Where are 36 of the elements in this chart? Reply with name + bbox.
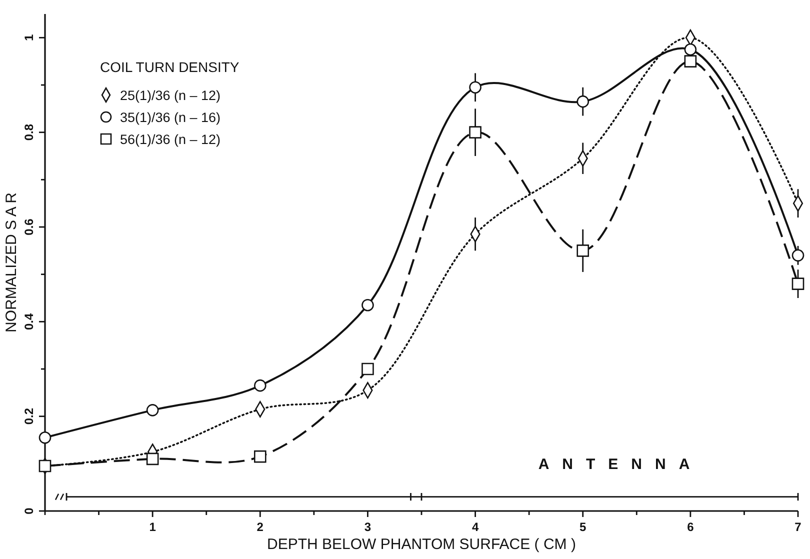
point: [469, 126, 482, 138]
point: [38, 431, 52, 444]
point: [792, 249, 804, 262]
point: [469, 81, 482, 94]
x-tick-label: 3: [364, 520, 372, 534]
x-tick-label: 5: [580, 520, 587, 534]
y-tick-label: 0: [22, 507, 36, 514]
x-tick-label: 6: [687, 520, 694, 534]
y-tick-label: 0.4: [22, 313, 36, 330]
y-tick-label: 0.8: [22, 124, 36, 141]
point: [684, 55, 697, 68]
x-tick-label: 7: [794, 520, 802, 534]
point: [254, 379, 266, 392]
point: [576, 244, 590, 257]
y-axis-title: NORMALIZED S A R: [3, 192, 20, 333]
legend-label: 25(1)/36 (n ‒ 12): [120, 88, 221, 103]
x-tick-label: 4: [472, 520, 479, 534]
point: [362, 298, 374, 312]
legend-label: 35(1)/36 (n ‒ 16): [120, 110, 221, 125]
point: [254, 450, 266, 463]
x-tick-label: 1: [149, 520, 156, 534]
point: [792, 278, 804, 290]
point: [576, 95, 590, 108]
y-tick-label: 1: [22, 34, 36, 42]
point: [684, 43, 697, 56]
point: [146, 404, 159, 416]
point: [38, 460, 52, 472]
legend-title: COIL TURN DENSITY: [100, 59, 240, 75]
y-tick-label: 0.2: [22, 408, 36, 425]
point: [146, 452, 159, 466]
point: [362, 362, 374, 376]
legend-label: 56(1)/36 (n ‒ 12): [120, 132, 221, 147]
x-tick-label: 2: [256, 520, 264, 534]
x-axis-title: DEPTH BELOW PHANTOM SURFACE ( CM ): [267, 536, 576, 553]
y-tick-label: 0.6: [22, 218, 36, 236]
annotation: ANTENNA: [538, 456, 703, 473]
